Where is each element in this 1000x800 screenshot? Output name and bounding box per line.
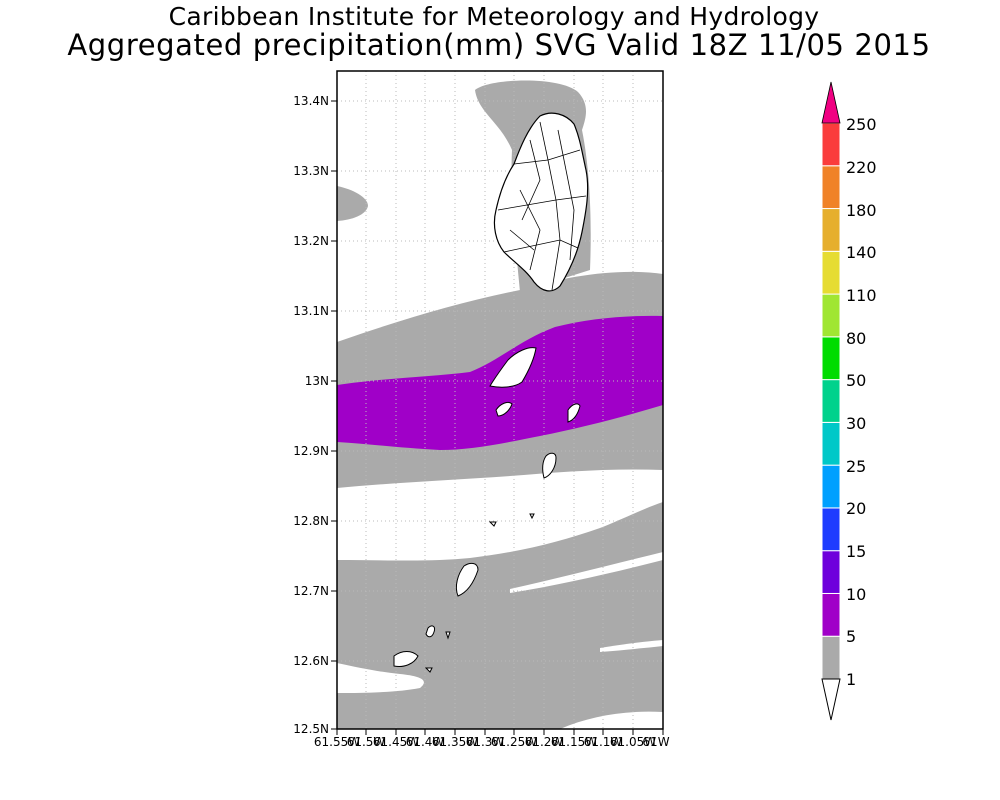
colorbar-label: 140	[846, 243, 877, 262]
latitude-axis	[331, 100, 337, 730]
colorbar-label: 30	[846, 414, 866, 433]
lon-label: 61.55W	[314, 735, 360, 749]
colorbar-swatch	[821, 635, 841, 680]
precip-band-south	[337, 502, 663, 729]
colorbar-label: 20	[846, 499, 866, 518]
colorbar-label: 180	[846, 201, 877, 220]
lat-label: 12.8N	[293, 514, 329, 528]
colorbar-label: 80	[846, 329, 866, 348]
colorbar-swatch	[821, 208, 841, 252]
lon-label: 61.35W	[432, 735, 478, 749]
grenadines-islands	[393, 347, 581, 673]
lon-label: 61.5W	[347, 735, 386, 749]
colorbar-swatch	[821, 250, 841, 295]
colorbar-label: 5	[846, 627, 856, 646]
colorbar-bottom-arrow	[821, 678, 841, 721]
lat-label: 12.5N	[293, 722, 329, 736]
colorbar-swatch	[821, 464, 841, 509]
colorbar-swatch	[821, 293, 841, 338]
lon-label: 61.3W	[466, 735, 505, 749]
colorbar-swatch	[821, 336, 841, 381]
lon-label: 61.1W	[584, 735, 623, 749]
colorbar-swatch	[821, 122, 841, 167]
lon-label: 61.25W	[491, 735, 537, 749]
island-st-vincent	[493, 112, 589, 292]
colorbar-swatch	[821, 592, 841, 637]
colorbar-label: 110	[846, 286, 877, 305]
colorbar-label: 15	[846, 542, 866, 561]
colorbar-label: 50	[846, 371, 866, 390]
chart-subtitle: Aggregated precipitation(mm) SVG Valid 1…	[67, 28, 931, 62]
colorbar-label: 25	[846, 457, 866, 476]
lon-label: 61.05W	[610, 735, 656, 749]
precip-blob-west	[337, 186, 368, 221]
colorbar-swatch	[821, 550, 841, 594]
lon-label: 61W	[642, 735, 669, 749]
lat-label: 12.9N	[293, 444, 329, 458]
lon-label: 61.45W	[373, 735, 419, 749]
dry-gap-1	[510, 552, 663, 593]
grid-lines	[337, 71, 663, 729]
precipitation-field	[337, 80, 663, 729]
longitude-axis	[336, 729, 664, 735]
colorbar-label: 220	[846, 158, 877, 177]
lon-label: 61.4W	[406, 735, 445, 749]
colorbar-label: 250	[846, 115, 877, 134]
lat-label: 13.3N	[293, 164, 329, 178]
dry-gap-3	[560, 711, 663, 729]
lon-label: 61.2W	[525, 735, 564, 749]
lon-label: 61.15W	[551, 735, 597, 749]
colorbar-swatch	[821, 507, 841, 552]
colorbar-swatch	[821, 165, 841, 210]
dry-gap-4	[600, 640, 663, 652]
lat-label: 12.7N	[293, 584, 329, 598]
lat-label: 12.6N	[293, 654, 329, 668]
colorbar-top-arrow	[821, 81, 841, 124]
colorbar-swatch	[821, 379, 841, 423]
chart-title: Caribbean Institute for Meteorology and …	[168, 2, 820, 31]
dry-gap-2	[337, 663, 424, 693]
map-frame	[336, 70, 664, 730]
lat-label: 13.1N	[293, 304, 329, 318]
colorbar-label: 1	[846, 670, 856, 689]
lat-label: 13.4N	[293, 94, 329, 108]
lat-label: 13N	[305, 374, 329, 388]
lat-label: 13.2N	[293, 234, 329, 248]
colorbar: 1 5 10 15 20 25 30 50 80 110 140 180 220…	[821, 81, 877, 721]
colorbar-label: 10	[846, 585, 866, 604]
colorbar-swatch	[821, 421, 841, 466]
